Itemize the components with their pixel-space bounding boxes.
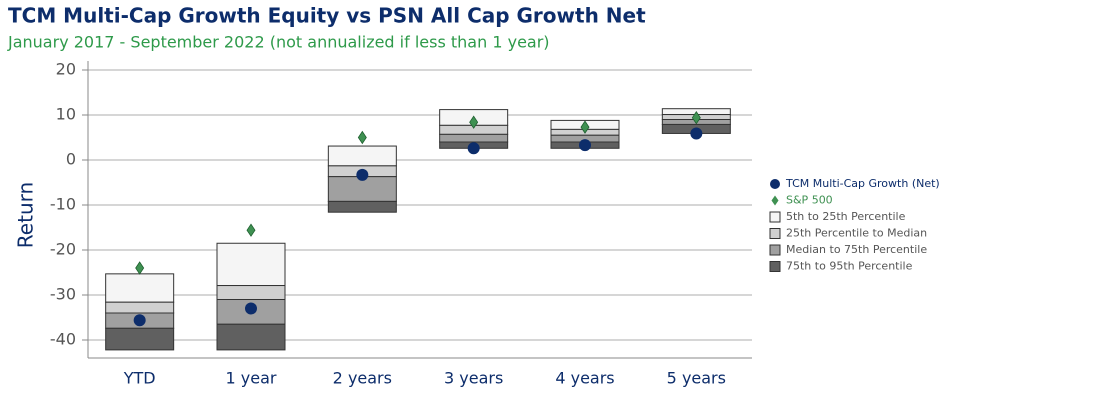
legend-label: 75th to 95th Percentile: [786, 260, 913, 273]
legend-swatch: [769, 261, 781, 272]
fund-marker: [467, 142, 480, 155]
index-marker: [469, 115, 479, 129]
fund-marker: [356, 168, 369, 181]
fund-marker: [690, 127, 703, 140]
legend-marker: [771, 195, 779, 206]
legend-label: TCM Multi-Cap Growth (Net): [785, 177, 940, 190]
legend-label: S&P 500: [786, 194, 833, 207]
x-tick-label: 2 years: [333, 369, 392, 388]
index-marker: [580, 120, 590, 134]
percentile-box: [327, 145, 397, 167]
x-tick-label: YTD: [123, 369, 156, 388]
y-tick-label: -30: [50, 285, 76, 304]
legend-marker: [770, 179, 780, 189]
legend-swatch: [769, 228, 781, 239]
index-marker: [691, 110, 701, 125]
index-marker: [246, 223, 256, 237]
index-marker: [135, 261, 145, 275]
legend-swatch: [769, 244, 781, 256]
percentile-box: [216, 285, 286, 300]
chart-subtitle: January 2017 - September 2022 (not annua…: [7, 33, 550, 52]
chart-title: TCM Multi-Cap Growth Equity vs PSN All C…: [8, 4, 646, 28]
y-tick-label: -40: [50, 330, 76, 349]
percentile-box: [105, 301, 175, 314]
percentile-box: [105, 273, 175, 303]
fund-marker: [579, 139, 591, 152]
legend-label: 25th Percentile to Median: [786, 227, 927, 240]
percentile-box: [327, 200, 397, 213]
index-marker: [357, 130, 367, 145]
percentile-box: [105, 327, 175, 351]
legend-label: 5th to 25th Percentile: [786, 210, 906, 223]
percentile-box: [216, 242, 286, 287]
x-tick-label: 4 years: [555, 369, 614, 388]
x-tick-label: 3 years: [444, 369, 503, 388]
x-tick-label: 5 years: [667, 369, 726, 388]
legend-label: Median to 75th Percentile: [786, 243, 927, 256]
y-tick-label: 0: [66, 150, 76, 169]
y-tick-label: 20: [56, 60, 76, 79]
percentile-box: [439, 133, 509, 143]
fund-marker: [133, 314, 146, 327]
y-tick-label: -20: [50, 240, 76, 259]
y-axis-label: Return: [14, 182, 38, 248]
y-tick-label: -10: [50, 195, 76, 214]
x-tick-label: 1 year: [226, 369, 277, 388]
percentile-box: [216, 323, 286, 351]
legend-swatch: [769, 211, 781, 223]
fund-marker: [245, 302, 257, 315]
y-tick-label: 10: [56, 105, 76, 124]
